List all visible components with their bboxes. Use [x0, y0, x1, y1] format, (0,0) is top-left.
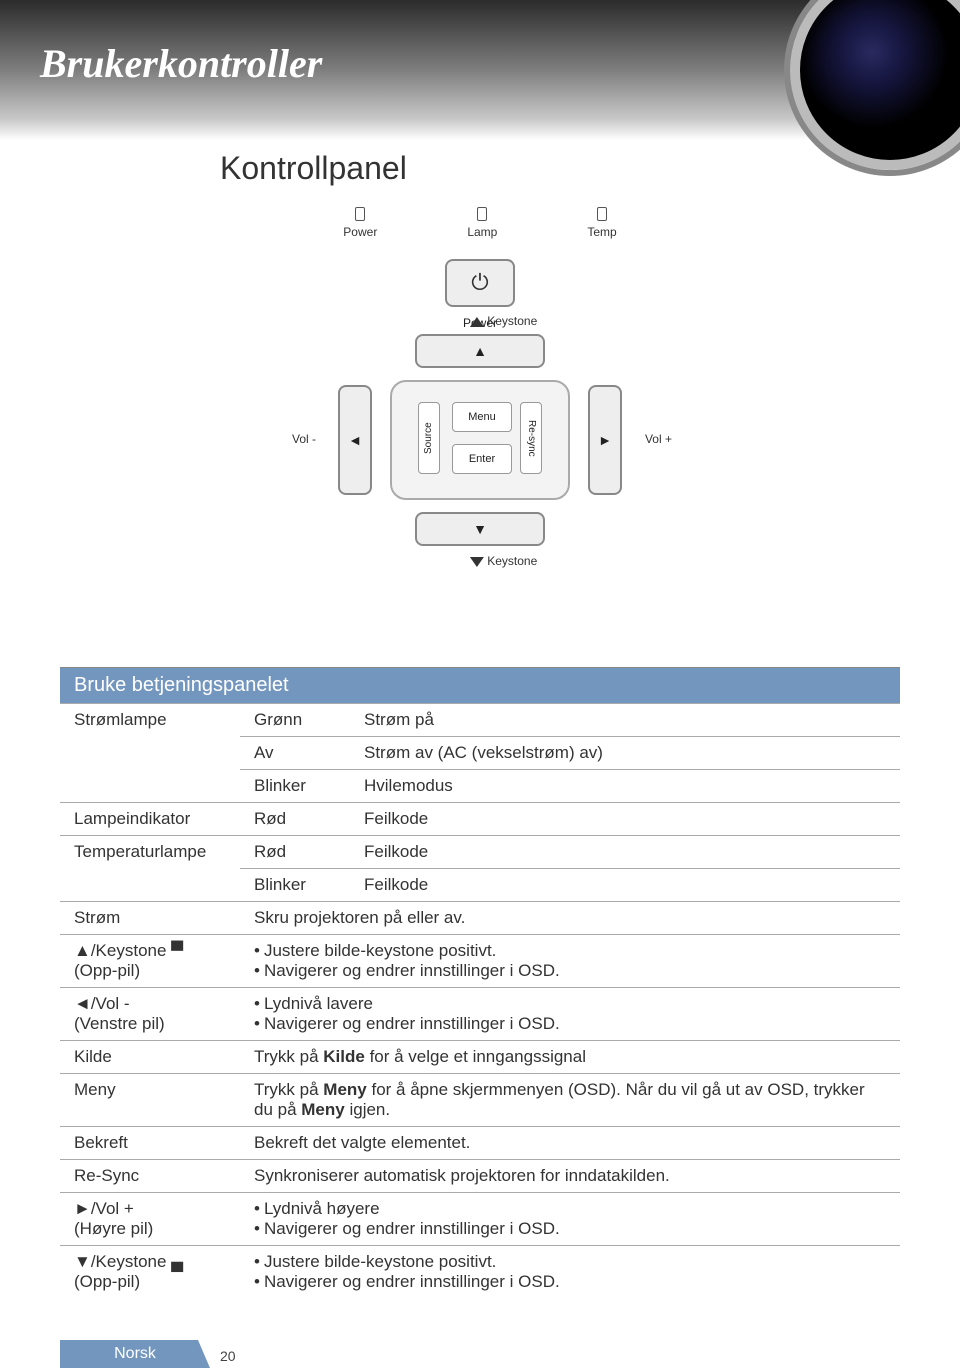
table-cell: Blinker — [240, 770, 350, 803]
table-cell: Strøm — [60, 902, 240, 935]
dpad-left-button: ◄ — [338, 385, 372, 495]
dpad-up-button: ▲ — [415, 334, 545, 368]
table-cell: Strøm av (AC (vekselstrøm) av) — [350, 737, 900, 770]
power-button-icon — [445, 259, 515, 307]
page-title: Brukerkontroller — [40, 40, 322, 87]
table-cell: Trykk på Kilde for å velge et inngangssi… — [240, 1041, 900, 1074]
table-cell: Justere bilde-keystone positivt.Navigere… — [240, 1246, 900, 1299]
table-row: TemperaturlampeRødFeilkode — [60, 836, 900, 869]
table-row: ►/Vol + (Høyre pil)Lydnivå høyereNaviger… — [60, 1193, 900, 1246]
table-row: ◄/Vol - (Venstre pil)Lydnivå lavereNavig… — [60, 988, 900, 1041]
center-buttons: Source Menu Enter Re-sync — [390, 380, 570, 500]
table-row: ▼/Keystone ▄ (Opp-pil)Justere bilde-keys… — [60, 1246, 900, 1299]
table-cell: Justere bilde-keystone positivt.Navigere… — [240, 935, 900, 988]
table-row: StrømSkru projektoren på eller av. — [60, 902, 900, 935]
table-cell: Grønn — [240, 704, 350, 737]
table-cell: Bekreft — [60, 1127, 240, 1160]
enter-button: Enter — [452, 444, 512, 474]
table-cell: Bekreft det valgte elementet. — [240, 1127, 900, 1160]
table-header: Bruke betjeningspanelet — [60, 667, 900, 703]
table-cell: Trykk på Meny for å åpne skjermmenyen (O… — [240, 1074, 900, 1127]
table-cell: Av — [240, 737, 350, 770]
table-cell: Strømlampe — [60, 704, 240, 803]
table-cell: Hvilemodus — [350, 770, 900, 803]
resync-button: Re-sync — [520, 402, 542, 474]
table-cell: Temperaturlampe — [60, 836, 240, 902]
footer: Norsk 20 — [0, 1328, 960, 1368]
table-cell: Meny — [60, 1074, 240, 1127]
table-cell: Feilkode — [350, 803, 900, 836]
table-cell: Re-Sync — [60, 1160, 240, 1193]
table-cell: Blinker — [240, 869, 350, 902]
keystone-top-label: Keystone — [470, 314, 537, 328]
table-cell: Feilkode — [350, 836, 900, 869]
table-cell: ◄/Vol - (Venstre pil) — [60, 988, 240, 1041]
lens-decoration — [790, 0, 960, 170]
menu-button: Menu — [452, 402, 512, 432]
table-cell: Lydnivå høyereNavigerer og endrer innsti… — [240, 1193, 900, 1246]
vol-minus-label: Vol - — [292, 432, 316, 446]
table-cell: Rød — [240, 836, 350, 869]
table-cell: Kilde — [60, 1041, 240, 1074]
dpad-right-button: ► — [588, 385, 622, 495]
table-row: LampeindikatorRødFeilkode — [60, 803, 900, 836]
table-row: ▲/Keystone ▀ (Opp-pil)Justere bilde-keys… — [60, 935, 900, 988]
table-cell: ►/Vol + (Høyre pil) — [60, 1193, 240, 1246]
source-button: Source — [418, 402, 440, 474]
keystone-bottom-label: Keystone — [470, 554, 537, 568]
table-cell: Lydnivå lavereNavigerer og endrer innsti… — [240, 988, 900, 1041]
footer-language-tab: Norsk — [60, 1340, 210, 1368]
led-lamp: Lamp — [467, 207, 497, 239]
table-cell: Synkroniserer automatisk projektoren for… — [240, 1160, 900, 1193]
control-table: StrømlampeGrønnStrøm påAvStrøm av (AC (v… — [60, 703, 900, 1298]
dpad-down-button: ▼ — [415, 512, 545, 546]
table-cell: ▲/Keystone ▀ (Opp-pil) — [60, 935, 240, 988]
table-cell: Strøm på — [350, 704, 900, 737]
control-panel-diagram: Power Lamp Temp Power Keystone Keystone … — [230, 207, 730, 637]
vol-plus-label: Vol + — [645, 432, 672, 446]
led-temp: Temp — [587, 207, 616, 239]
dpad: Keystone Keystone Vol - Vol + ▲ ▼ ◄ ► So… — [310, 340, 650, 540]
table-cell: Skru projektoren på eller av. — [240, 902, 900, 935]
table-row: MenyTrykk på Meny for å åpne skjermmenye… — [60, 1074, 900, 1127]
table-row: Re-SyncSynkroniserer automatisk projekto… — [60, 1160, 900, 1193]
table-row: BekreftBekreft det valgte elementet. — [60, 1127, 900, 1160]
table-row: StrømlampeGrønnStrøm på — [60, 704, 900, 737]
footer-page-number: 20 — [220, 1348, 236, 1364]
table-cell: Rød — [240, 803, 350, 836]
led-power: Power — [343, 207, 377, 239]
table-cell: Lampeindikator — [60, 803, 240, 836]
table-cell: ▼/Keystone ▄ (Opp-pil) — [60, 1246, 240, 1299]
table-cell: Feilkode — [350, 869, 900, 902]
table-row: KildeTrykk på Kilde for å velge et innga… — [60, 1041, 900, 1074]
header-band: Brukerkontroller — [0, 0, 960, 140]
